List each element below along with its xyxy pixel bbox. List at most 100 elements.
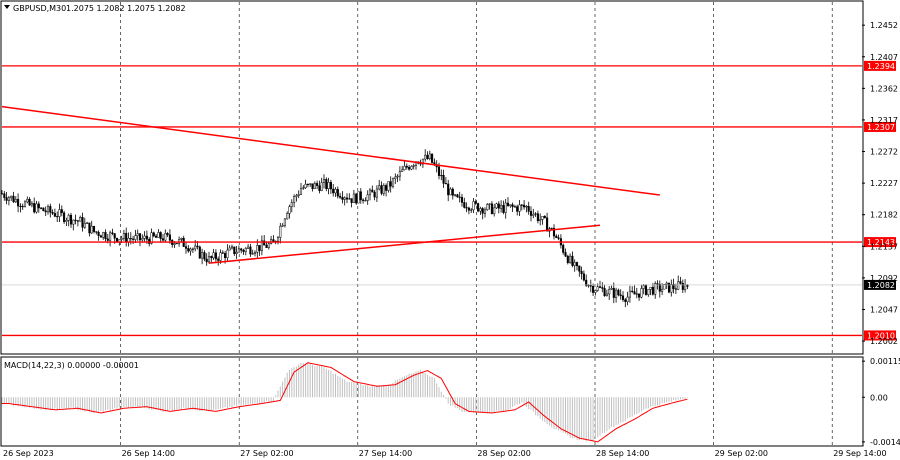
macd-histogram [1,362,688,442]
candle-body [612,288,615,298]
candle-body [437,166,441,176]
symbol-dropdown-icon[interactable] [4,5,10,9]
candle-body [309,183,312,185]
candle-body [173,243,176,245]
candle-body [389,181,392,187]
level-price-label: 1.2010 [867,331,895,340]
trendline[interactable] [1,105,660,196]
candle-body [391,178,395,187]
candle-body [265,244,268,248]
candle-body [69,214,73,225]
candle-body [667,282,671,293]
candle-body [465,207,468,209]
candle-body [394,176,397,180]
candle-body [355,193,358,204]
candle-body [479,208,482,212]
candle-body [65,220,68,222]
candle-body [226,249,229,259]
level-price-label: 1.2394 [867,62,895,71]
candle-body [247,246,250,249]
candle-body [373,191,376,198]
candle-body [401,169,404,172]
candle-body [506,202,510,206]
candle-body [458,196,461,198]
candle-body [442,175,445,184]
candle-body [592,285,595,293]
time-tick-label: 26 Sep 2023 [3,449,54,458]
candle-body [428,153,431,160]
candle-body [670,284,673,293]
candle-body [295,195,298,197]
candle-body [113,233,116,239]
candle-body [203,252,206,260]
candle-body [444,183,447,185]
candle-body [207,256,211,263]
candle-body [267,243,270,248]
candle-body [502,205,505,213]
candle-body [58,209,61,217]
candle-body [532,213,535,216]
candle-body [28,198,31,206]
candle-body [552,227,556,237]
trendlines[interactable] [1,105,660,264]
candle-body [523,204,526,208]
candle-body [283,218,286,226]
candle-body [224,253,227,259]
time-tick-label: 28 Sep 14:00 [596,449,649,458]
current-price-label: 1.2082 [867,281,895,290]
time-tick-label: 29 Sep 02:00 [715,449,768,458]
symbol-label: GBPUSD,M30 [13,4,66,13]
candle-body [403,165,406,171]
candle-body [571,255,574,266]
candle-body [99,235,102,238]
candle-body [175,243,178,245]
candle-body [366,194,369,201]
candle-body [658,283,661,292]
candle-body [541,216,544,220]
candle-body [594,290,597,293]
candle-body [364,200,367,202]
price-tick-label: 1.2362 [870,84,898,93]
candle-body [306,183,309,186]
candle-body [72,219,75,225]
macd-tick-label: 0.00115 [870,357,900,366]
candle-body [463,202,466,208]
candle-body [302,187,305,189]
candle-body [359,191,362,201]
candle-body [290,202,293,207]
candle-body [325,179,328,189]
candle-body [111,232,114,234]
candle-body [237,248,240,253]
candle-body [122,232,125,239]
candle-body [375,188,378,198]
candle-body [253,252,257,254]
candle-body [74,219,77,221]
candle-body [382,185,385,194]
candle-body [640,288,643,298]
candle-body [633,291,636,295]
macd-label: MACD(14,22,3) 0.00000 -0.00001 [4,361,139,370]
candle-body [644,285,648,295]
candle-body [196,245,199,248]
candle-body [628,290,631,298]
candle-body [329,182,332,190]
candle-body [235,251,238,254]
candle-body [260,240,263,251]
candle-body [83,222,86,228]
candle-body [233,246,236,254]
trendline[interactable] [208,224,601,264]
price-panel-frame [0,0,864,355]
candle-body [102,232,105,238]
candle-body [608,289,611,295]
candle-body [481,208,484,214]
candle-body [187,248,190,252]
price-tick-label: 1.2047 [870,305,898,314]
candle-body [495,203,498,209]
candle-body [150,232,153,244]
candle-body [17,199,20,207]
candle-body [621,295,625,300]
candle-body [684,284,687,290]
candle-body [19,205,22,207]
candle-body [313,183,316,189]
